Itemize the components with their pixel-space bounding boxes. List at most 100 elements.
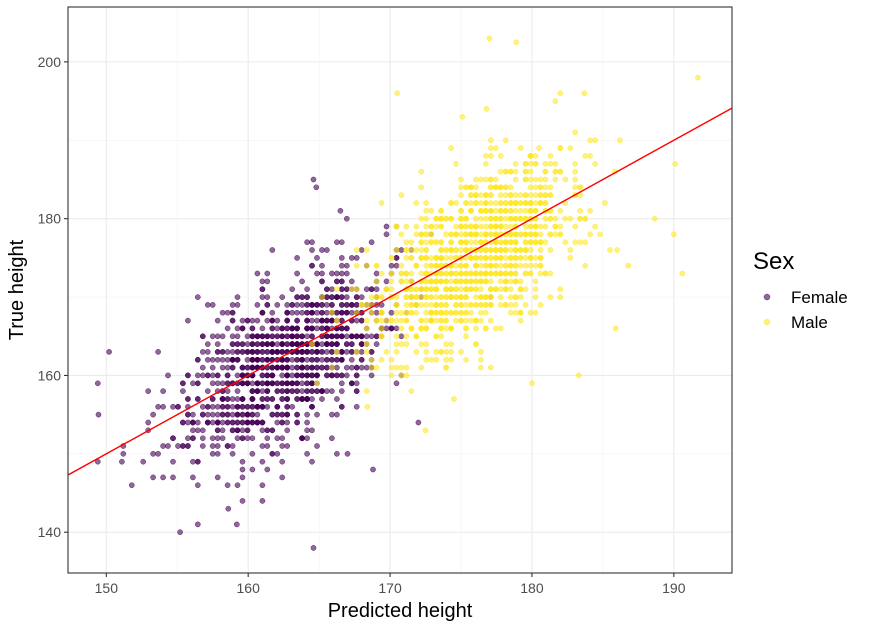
point-female [348, 255, 355, 261]
point-female [368, 286, 375, 293]
point-female [214, 411, 221, 418]
point-female [155, 403, 161, 410]
point-female [264, 466, 271, 473]
regression-line [67, 107, 733, 476]
point-female [304, 380, 310, 387]
point-male [459, 113, 466, 120]
point-female [264, 270, 271, 277]
point-male [329, 364, 335, 371]
point-male [468, 255, 474, 261]
point-male [547, 294, 554, 300]
point-male [468, 270, 474, 277]
point-male [448, 341, 454, 347]
point-male [482, 325, 489, 332]
point-male [403, 372, 410, 379]
point-male [438, 270, 444, 277]
point-male [522, 270, 529, 277]
point-female [204, 419, 211, 426]
point-male [373, 262, 380, 269]
legend: Sex Female Male [753, 248, 848, 332]
point-female [294, 325, 300, 332]
point-female [259, 380, 266, 387]
point-female [274, 419, 281, 426]
point-male [527, 192, 534, 198]
point-male [567, 215, 574, 222]
point-female [368, 333, 375, 340]
point-male [453, 262, 459, 269]
point-male [487, 262, 494, 269]
point-male [468, 302, 474, 308]
point-male [463, 239, 469, 246]
point-male [572, 184, 579, 191]
point-male [542, 192, 549, 198]
point-male [463, 286, 469, 293]
point-female [244, 349, 251, 355]
point-male [383, 286, 390, 293]
point-male [393, 364, 400, 371]
point-male [507, 270, 514, 277]
point-female [324, 317, 330, 324]
point-male [487, 270, 494, 277]
point-male [552, 215, 559, 222]
point-male [517, 278, 524, 285]
point-female [229, 302, 236, 308]
point-male [378, 333, 385, 340]
point-female [214, 427, 221, 434]
point-male [448, 349, 454, 355]
point-female [294, 380, 300, 387]
point-male [527, 270, 534, 277]
point-male [438, 294, 444, 300]
point-female [299, 349, 305, 355]
point-male [413, 349, 420, 355]
point-male [368, 309, 375, 316]
point-male [438, 247, 444, 253]
point-male [453, 286, 459, 293]
point-female [358, 247, 365, 253]
point-female [304, 435, 310, 442]
point-female [209, 356, 216, 363]
point-female [214, 450, 221, 457]
point-male [512, 168, 519, 175]
point-female [314, 349, 320, 355]
point-male [383, 317, 390, 324]
point-female [209, 419, 216, 426]
point-female [343, 302, 350, 308]
point-female [254, 349, 261, 355]
point-male [468, 231, 474, 238]
point-male [695, 74, 701, 81]
point-male [497, 223, 504, 230]
point-male [487, 176, 494, 183]
point-male [463, 278, 469, 285]
point-female [199, 427, 206, 434]
point-male [512, 239, 519, 246]
point-male [428, 286, 435, 293]
point-male [507, 278, 514, 285]
point-female [185, 435, 191, 442]
point-female [304, 333, 310, 340]
point-female [214, 333, 221, 340]
point-female [264, 372, 271, 379]
point-female [209, 372, 216, 379]
point-female [329, 302, 335, 308]
point-male [577, 207, 584, 214]
point-male [418, 270, 425, 277]
point-male [502, 200, 509, 206]
point-female [214, 372, 221, 379]
point-male [408, 294, 415, 300]
point-female [209, 302, 216, 308]
point-female [259, 356, 266, 363]
point-female [269, 450, 276, 457]
point-male [679, 270, 686, 277]
point-male [428, 223, 435, 230]
point-male [438, 333, 444, 340]
point-female [324, 247, 330, 253]
point-male [492, 176, 499, 183]
point-male [617, 137, 623, 144]
point-female [313, 184, 320, 191]
point-male [468, 207, 474, 214]
point-male [463, 200, 469, 206]
point-female [170, 435, 176, 442]
point-female [229, 349, 236, 355]
point-male [497, 278, 504, 285]
